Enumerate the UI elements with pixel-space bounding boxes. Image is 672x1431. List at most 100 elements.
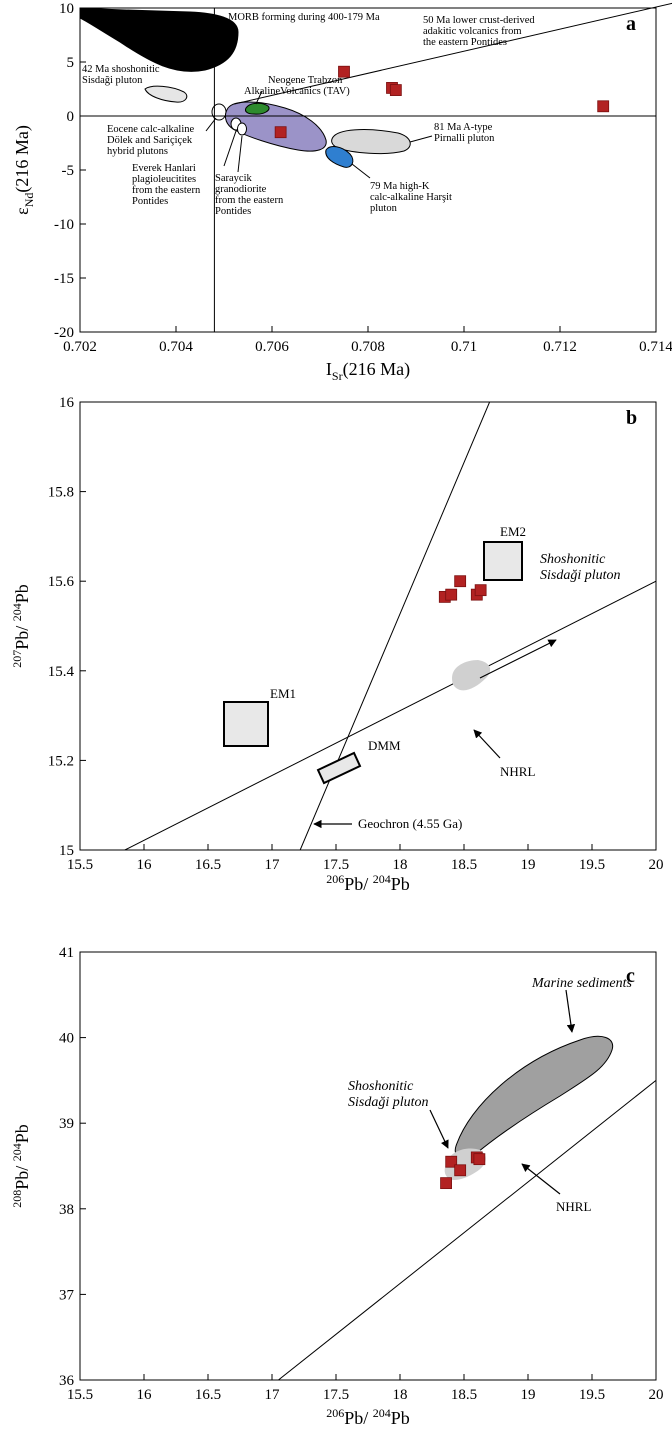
y-axis-label-a: εNd(216 Ma) (12, 125, 36, 215)
em2-label: EM2 (500, 524, 526, 539)
x-tick-label-b: 18 (393, 857, 408, 873)
y-tick-label-a: -5 (62, 163, 75, 179)
x-tick-label-a: 0.714 (639, 339, 672, 355)
y-tick-label-b: 15.8 (48, 485, 74, 501)
sisdagi-arrow-c (429, 1109, 449, 1149)
x-tick-label-a: 0.712 (543, 339, 577, 355)
y-tick-label-b: 15.2 (48, 753, 74, 769)
saraycik-pointer (237, 135, 243, 173)
plot-frame-c (79, 951, 657, 1381)
pirnalli-pointer (409, 135, 433, 143)
x-tick-label-b: 17 (265, 857, 281, 873)
dmm-label: DMM (368, 738, 401, 753)
everek-field-2 (237, 122, 247, 136)
sample-point-a (389, 84, 402, 96)
sample-point-a (274, 126, 287, 139)
y-tick-label-c: 41 (59, 945, 74, 961)
nhrl-line-b (124, 580, 656, 850)
y-tick-label-a: 0 (67, 109, 75, 125)
em1-box (223, 701, 269, 747)
nhrl-arrow-b (473, 729, 501, 759)
sisdagi-arrow-b (479, 639, 557, 679)
morb-field (80, 8, 239, 72)
y-tick-label-c: 40 (59, 1031, 74, 1047)
x-tick-label-c: 18 (393, 1387, 408, 1403)
x-tick-label-b: 18.5 (451, 857, 477, 873)
y-tick-label-b: 15.4 (48, 664, 75, 680)
everek-label: Everek Hanlari plagioleucitites from the e… (132, 163, 201, 207)
x-tick-label-c: 20 (649, 1387, 664, 1403)
y-tick-label-c: 36 (59, 1373, 75, 1389)
sample-point-c (473, 1153, 486, 1166)
y-axis-label-c: 208Pb/ 204Pb (10, 1124, 32, 1208)
sample-point-b (474, 584, 487, 597)
y-tick-label-c: 38 (59, 1202, 74, 1218)
em1-label: EM1 (270, 686, 296, 701)
x-axis-label-b: 206Pb/ 204Pb (326, 872, 410, 890)
x-tick-label-c: 18.5 (451, 1387, 477, 1403)
x-tick-label-a: 0.704 (159, 339, 193, 355)
saraycik-label: Saraycik granodiorite from the eastern Pont… (215, 173, 284, 217)
panel-label-c: c (626, 965, 635, 987)
x-tick-label-b: 17.5 (323, 857, 349, 873)
x-tick-label-a: 0.71 (451, 339, 477, 355)
harsit-label: 79 Ma high-K calc-alkaline Harşit pluton (370, 181, 452, 214)
sisdagi-label-c: Shoshonitic Sisdaği pluton (348, 1079, 429, 1110)
sample-point-b (454, 575, 467, 588)
nhrl-label-b: NHRL (500, 764, 535, 779)
dmm-box (316, 751, 362, 785)
panel-label-b: b (626, 407, 637, 429)
y-tick-label-a: 5 (67, 55, 75, 71)
adakitic-trend-line (234, 2, 672, 105)
sisdagi-label: 42 Ma shoshonitic Sisdaği pluton (82, 64, 160, 86)
chart-panel-b: 15.5 16 16.5 17 17.5 18 18.5 19 19.5 20 15 15.2 15.4… (10, 395, 664, 890)
sample-point-c (454, 1164, 467, 1177)
eocene-label: Eocene calc-alkaline Dölek and Sariçiçek h… (107, 124, 194, 157)
trabzon-field (245, 102, 270, 115)
y-tick-label-a: -20 (54, 325, 74, 341)
plot-frame-b (79, 401, 657, 851)
chart-panel-a: 0.702 0.704 0.706 0.708 0.71 0.712 0.714 -20 -15… (12, 1, 672, 383)
morb-label: MORB forming during 400-179 Ma (228, 12, 380, 23)
x-tick-label-c: 17.5 (323, 1387, 349, 1403)
eocene-pointer (205, 117, 217, 132)
geochron-line-b (299, 402, 491, 850)
x-tick-label-c: 16.5 (195, 1387, 221, 1403)
x-tick-label-c: 15.5 (67, 1387, 93, 1403)
x-tick-label-b: 16.5 (195, 857, 221, 873)
panel-label-a: a (626, 13, 636, 35)
y-tick-label-b: 16 (59, 395, 75, 411)
x-tick-label-b: 20 (649, 857, 664, 873)
sample-point-a (597, 100, 610, 113)
chart-panel-c: 15.5 16 16.5 17 17.5 18 18.5 19 19.5 20 36 37 38 39 40… (10, 945, 664, 1428)
x-tick-label-a: 0.702 (63, 339, 97, 355)
y-tick-label-a: -15 (54, 271, 74, 287)
sample-point-c (440, 1177, 452, 1190)
x-tick-label-c: 19.5 (579, 1387, 605, 1403)
marine-label: Marine sediments (531, 976, 632, 991)
sample-point-b (445, 588, 458, 601)
harsit-pointer (351, 163, 371, 179)
x-tick-label-c: 17 (265, 1387, 281, 1403)
x-axis-label-a: ISr(216 Ma) (326, 359, 410, 383)
x-tick-label-a: 0.706 (255, 339, 289, 355)
geochron-label: Geochron (4.55 Ga) (358, 816, 462, 831)
marine-sediments-field (454, 1035, 614, 1159)
trabzon-label: Neogene Trabzon AlkalineVolcanics (TAV) (244, 75, 350, 97)
trabzon-pointer (255, 90, 263, 105)
nhrl-label-c: NHRL (556, 1199, 591, 1214)
y-tick-label-c: 39 (59, 1116, 74, 1132)
nhrl-arrow-c (521, 1163, 561, 1195)
sample-point-c (445, 1155, 458, 1168)
x-tick-label-a: 0.708 (351, 339, 385, 355)
y-axis-label-b: 207Pb/ 204Pb (10, 584, 32, 668)
x-tick-label-c: 16 (137, 1387, 153, 1403)
pirnalli-field (331, 129, 411, 155)
pirnalli-label: 81 Ma A-type Pirnalli pluton (434, 122, 495, 144)
y-tick-label-c: 37 (59, 1287, 75, 1303)
sisdagi-field-b (452, 660, 491, 691)
y-tick-label-b: 15.6 (48, 574, 75, 590)
sisdagi-field (144, 85, 188, 103)
adakitic-label: 50 Ma lower crust-derived adakitic volcan… (423, 15, 535, 48)
sample-point-a (338, 65, 350, 78)
